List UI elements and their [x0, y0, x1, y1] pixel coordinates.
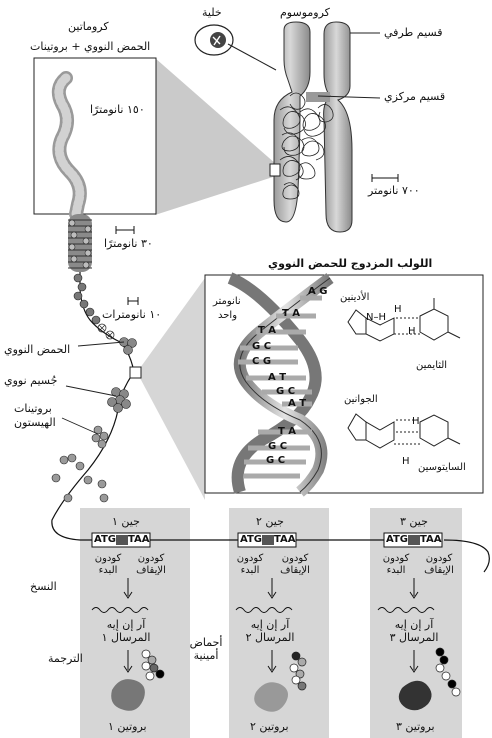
mrna-3-label: آر إن إيه المرسال ٣	[389, 618, 439, 644]
telomere-label: قسيم طرفي	[384, 26, 443, 39]
cell-icon	[194, 24, 277, 71]
mrna-1-label: آر إن إيه المرسال ١	[101, 618, 151, 644]
thymine-label: الثايمين	[416, 360, 448, 371]
base-pair-7: G C	[276, 386, 296, 397]
gene-2-stop-codon: كودون الإيقاف	[280, 553, 310, 576]
chromatin-fiber-30nm	[68, 214, 92, 272]
gene-1-stop-codon: كودون الإيقاف	[136, 553, 166, 576]
gene-2-taa: TAA	[274, 534, 296, 545]
chromatin-box	[33, 57, 157, 221]
scale-700nm-label: ٧٠٠ نانومتر	[368, 184, 420, 197]
scale-1nm-label-line2: واحد	[218, 310, 238, 321]
guanine-label: الجوانين	[344, 394, 378, 405]
gene-2-graphics	[235, 532, 297, 712]
gene-3-atg: ATG	[386, 534, 408, 545]
gene-1-atg: ATG	[94, 534, 116, 545]
scale-150nm-label: ١٥٠ نانومترًا	[90, 103, 145, 116]
gene-1-graphics	[91, 532, 151, 711]
base-pair-6: A T	[268, 372, 287, 383]
chromatin-composition-label: الحمض النووي + بروتينات	[30, 40, 151, 53]
beads-on-a-string	[51, 272, 142, 541]
adenine-label: الأدينين	[340, 292, 370, 303]
double-helix-label: اللولب المزدوج للحمض النووي	[268, 257, 433, 270]
base-pair-9: T A	[278, 426, 297, 437]
dna-label: الحمض النووي	[4, 343, 71, 356]
base-pair-2: T A	[282, 308, 301, 319]
gene-2-atg: ATG	[240, 534, 262, 545]
hydrogen-h-label-1: H	[394, 304, 402, 315]
gene-2-start-codon: كودون البدء	[236, 553, 264, 576]
histone-label-line2: الهيستون	[14, 416, 56, 429]
histone-label-line1: بروتينات	[14, 402, 52, 415]
gene-3-taa: TAA	[420, 534, 442, 545]
hydrogen-h-label-4: H	[402, 456, 410, 467]
scale-10nm-label: ١٠ نانومترات	[102, 308, 162, 321]
gene-3-stop-codon: كودون الإيقاف	[424, 553, 454, 576]
leader-lines	[61, 341, 125, 435]
amino-acid-chains	[141, 647, 461, 697]
base-pair-11: G C	[266, 455, 286, 466]
double-helix-box	[204, 272, 484, 497]
gene-1-label: جين ١	[112, 515, 140, 528]
base-pair-8: A T	[288, 398, 307, 409]
scale-1nm-label-line1: نانومتر	[213, 296, 241, 307]
chromatin-label: كروماتين	[68, 20, 109, 33]
dna-strand-line	[80, 539, 490, 573]
translation-label: الترجمة	[48, 652, 83, 665]
protein-3-label: بروتين ٣	[396, 720, 435, 733]
hydrogen-h-label-2: H	[408, 326, 416, 337]
gene-3-graphics	[377, 532, 443, 711]
base-pair-5: C G	[252, 356, 272, 367]
chromosome-label: كروموسوم	[280, 6, 330, 19]
protein-1-label: بروتين ١	[108, 720, 147, 733]
gene-1-taa: TAA	[128, 534, 150, 545]
amino-acids-label: أحماض أمينية	[189, 636, 223, 662]
adenine-thymine-structure	[347, 298, 461, 342]
helix-zoom-projection	[140, 278, 205, 500]
chromatin-zoom-projection	[155, 58, 276, 215]
base-pair-3: T A	[258, 325, 277, 336]
gene-3-start-codon: كودون البدء	[382, 553, 410, 576]
protein-2-label: بروتين ٢	[250, 720, 289, 733]
hydrogen-nh-label: N–H	[366, 312, 386, 323]
gene-3-label: جين ٣	[400, 515, 428, 528]
nucleosome-label: جُسيم نووي	[4, 374, 58, 387]
base-pair-1: A G	[308, 286, 328, 297]
base-pair-4: G C	[252, 341, 272, 352]
chromosome	[269, 21, 381, 233]
cytosine-label: السايتوسين	[418, 462, 466, 473]
guanine-cytosine-structure	[347, 413, 461, 449]
gene-1-start-codon: كودون البدء	[94, 553, 122, 576]
transcription-label: النسخ	[30, 580, 57, 593]
scale-30nm-label: ٣٠ نانومترًا	[104, 237, 153, 250]
mrna-2-label: آر إن إيه المرسال ٢	[245, 618, 295, 644]
hydrogen-h-label-3: H	[412, 416, 420, 427]
gene-2-label: جين ٢	[256, 515, 284, 528]
cell-label: خلية	[202, 6, 222, 19]
base-pair-10: G C	[268, 441, 288, 452]
centromere-label: قسيم مركزي	[384, 90, 446, 103]
